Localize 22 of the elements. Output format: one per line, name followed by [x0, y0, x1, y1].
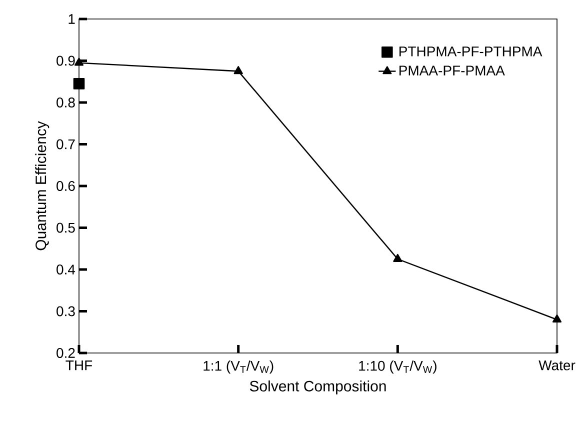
y-tick-label: 1: [68, 14, 75, 24]
point: [393, 254, 402, 262]
point: [552, 314, 562, 322]
y-tick-label: 0.6: [56, 181, 75, 191]
y-tick-label: 0.7: [56, 139, 75, 150]
y-axis-title: Quantum Efficiency: [35, 121, 50, 250]
legend-label: PTHPMA-PF-PTHPMA: [399, 46, 542, 56]
x-tick-label: Water: [538, 360, 576, 370]
y-tick-label: 0.9: [56, 56, 75, 66]
y-tick-label: 0.4: [56, 264, 76, 274]
point: [74, 58, 84, 66]
x-tick-label: 1:1 (V$_{T}$/V$_{W}$): [204, 360, 274, 374]
x-tick-label: 1:10 (V$_{T}$/V$_{W}$): [359, 360, 436, 374]
point: [234, 66, 243, 74]
y-tick-label: 0.5: [56, 222, 75, 233]
point: [73, 78, 85, 90]
legend-label: PMAA-PF-PMAA: [399, 66, 505, 76]
y-tick-label: 0.2: [56, 348, 75, 358]
x-axis-title: Solvent Composition: [250, 380, 386, 394]
y-tick-label: 0.3: [56, 306, 75, 316]
y-tick-label: 0.8: [56, 98, 75, 108]
x-tick-label: THF: [66, 360, 92, 370]
